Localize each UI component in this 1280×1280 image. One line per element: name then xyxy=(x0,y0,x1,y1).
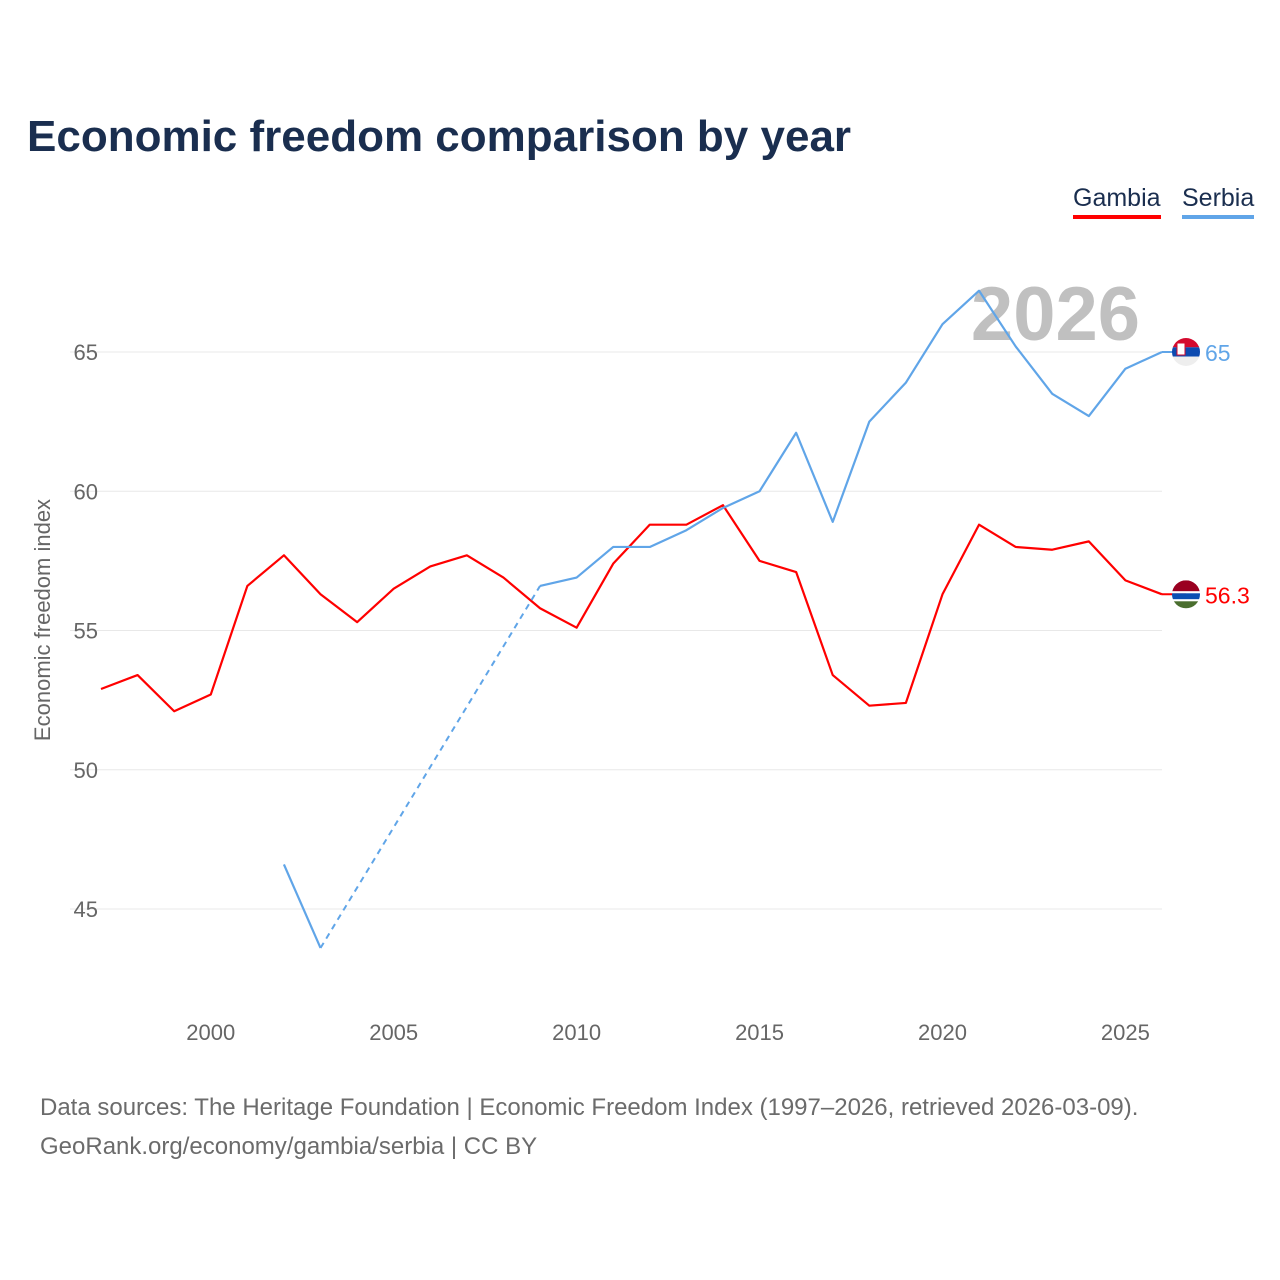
y-tick-label: 65 xyxy=(74,340,98,365)
series-line-serbia xyxy=(539,289,1163,588)
x-tick-label: 2020 xyxy=(918,1020,967,1045)
end-value-label-serbia: 65 xyxy=(1205,340,1231,366)
data-source: Data sources: The Heritage Foundation | … xyxy=(40,1088,1138,1166)
y-tick-label: 60 xyxy=(74,479,98,504)
x-tick-label: 2005 xyxy=(369,1020,418,1045)
y-tick-label: 50 xyxy=(74,758,98,783)
x-tick-label: 2015 xyxy=(735,1020,784,1045)
legend-gambia[interactable]: Gambia xyxy=(1073,184,1161,219)
x-tick-label: 2025 xyxy=(1101,1020,1150,1045)
current-year-watermark: 2026 xyxy=(971,272,1140,357)
series-line-gambia xyxy=(100,504,1163,713)
x-tick-label: 2010 xyxy=(552,1020,601,1045)
y-axis-label: Economic freedom index xyxy=(30,499,55,741)
gap-interpolation-line xyxy=(319,585,541,949)
flag-gambia-icon xyxy=(1172,580,1200,609)
chart-title: Economic freedom comparison by year xyxy=(27,112,852,161)
x-tick-label: 2000 xyxy=(186,1020,235,1045)
source-link[interactable]: GeoRank.org/economy/gambia/serbia | CC B… xyxy=(40,1133,538,1160)
y-tick-label: 45 xyxy=(74,897,98,922)
series-line-serbia xyxy=(282,863,322,949)
end-value-label-gambia: 56.3 xyxy=(1205,582,1250,608)
source-line: Data sources: The Heritage Foundation | … xyxy=(40,1094,1139,1121)
y-tick-label: 55 xyxy=(74,619,98,644)
legend-serbia[interactable]: Serbia xyxy=(1182,184,1255,219)
flag-serbia-icon xyxy=(1172,338,1200,366)
